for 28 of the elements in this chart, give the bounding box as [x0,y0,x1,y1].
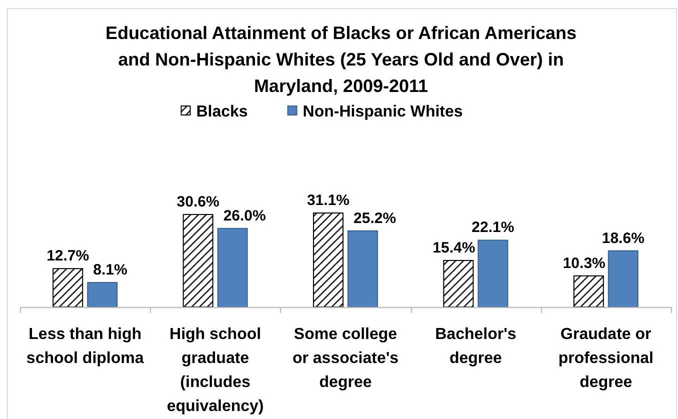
data-label: 22.1% [472,219,514,236]
data-label: 15.4% [432,239,476,256]
bar [608,250,638,308]
bar [52,268,84,308]
data-label: 12.7% [46,248,90,265]
chart-title: Educational Attainment of Blacks or African Americans and Non-Hispanic Whites (25 Years Old and Over) in Maryland, 2009-2011 [105,23,577,96]
bar [573,275,604,308]
data-label: 26.0% [223,207,266,224]
bar [478,240,508,308]
x-tick-label: Less than high school diploma [26,326,144,367]
legend-label: Non-Hispanic Whites [302,104,463,120]
bar [87,282,118,308]
data-label: 30.6% [176,194,220,211]
legend-label: Blacks [196,104,248,120]
data-label: 10.3% [562,254,606,272]
data-label: 18.6% [602,230,644,247]
bar [313,212,344,308]
data-label: 31.1% [306,192,350,209]
data-label: 8.1% [93,262,128,279]
bar [182,214,214,308]
x-tick-label: Graudate or professional degree [558,326,654,391]
bar [443,260,474,308]
bar [348,230,378,308]
data-label: 25.2% [354,210,396,227]
x-tick-label: Bachelor's degree [435,326,516,367]
bar [217,228,248,308]
x-tick-label: Some college or associate's degree [292,326,399,391]
x-tick-label: High school graduate (includes equivalency) [166,326,264,415]
